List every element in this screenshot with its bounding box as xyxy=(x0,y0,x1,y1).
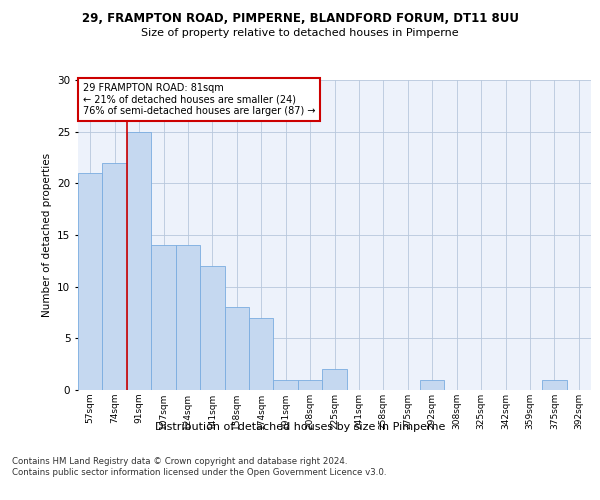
Bar xyxy=(420,380,445,390)
Bar xyxy=(103,162,127,390)
Bar xyxy=(298,380,322,390)
Y-axis label: Number of detached properties: Number of detached properties xyxy=(41,153,52,317)
Bar xyxy=(200,266,224,390)
Bar xyxy=(127,132,151,390)
Bar xyxy=(249,318,274,390)
Bar xyxy=(322,370,347,390)
Text: Size of property relative to detached houses in Pimperne: Size of property relative to detached ho… xyxy=(141,28,459,38)
Bar xyxy=(151,246,176,390)
Bar xyxy=(224,308,249,390)
Text: Contains HM Land Registry data © Crown copyright and database right 2024.
Contai: Contains HM Land Registry data © Crown c… xyxy=(12,458,386,477)
Bar xyxy=(78,173,103,390)
Text: Distribution of detached houses by size in Pimperne: Distribution of detached houses by size … xyxy=(155,422,445,432)
Bar xyxy=(542,380,566,390)
Text: 29 FRAMPTON ROAD: 81sqm
← 21% of detached houses are smaller (24)
76% of semi-de: 29 FRAMPTON ROAD: 81sqm ← 21% of detache… xyxy=(83,83,316,116)
Bar xyxy=(274,380,298,390)
Text: 29, FRAMPTON ROAD, PIMPERNE, BLANDFORD FORUM, DT11 8UU: 29, FRAMPTON ROAD, PIMPERNE, BLANDFORD F… xyxy=(82,12,518,26)
Bar xyxy=(176,246,200,390)
